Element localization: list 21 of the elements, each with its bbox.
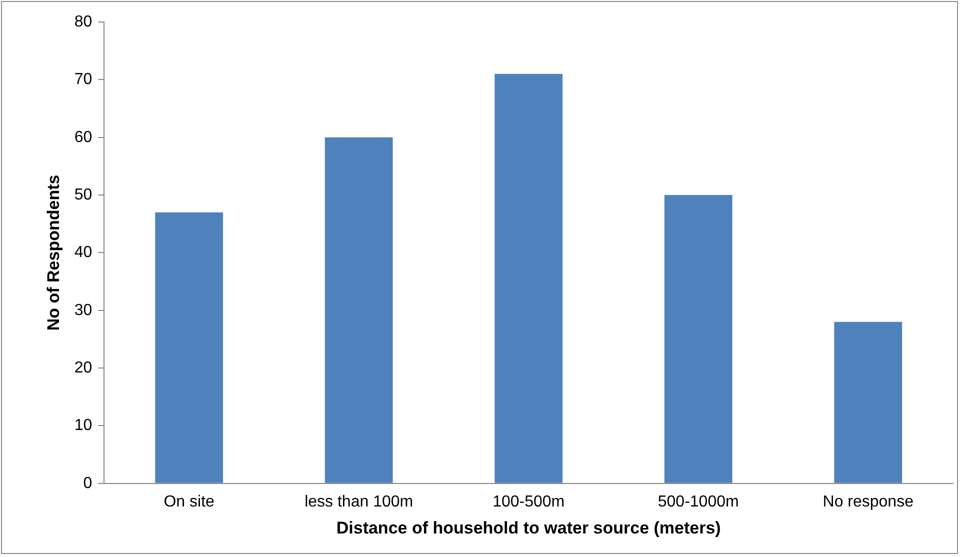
y-tick-label: 30 <box>74 302 92 319</box>
y-tick-label: 50 <box>74 186 92 204</box>
y-tick-label: 80 <box>74 13 92 30</box>
x-tick-label: 500-1000m <box>658 493 739 510</box>
bar <box>664 195 732 483</box>
x-axis-title: Distance of household to water source (meters) <box>336 518 721 538</box>
y-tick-label: 10 <box>74 417 92 434</box>
y-tick-label: 40 <box>74 244 92 262</box>
y-axis-title: No of Respondents <box>44 174 63 331</box>
bar <box>155 212 224 483</box>
y-tick-label: 70 <box>74 71 92 88</box>
y-tick-label: 0 <box>83 474 92 492</box>
bar <box>324 137 393 483</box>
x-tick-label: No response <box>822 493 914 510</box>
x-tick-label: On site <box>164 493 215 510</box>
x-tick-label: less than 100m <box>304 493 414 510</box>
x-tick-label: 100-500m <box>492 493 565 510</box>
bar <box>494 74 563 483</box>
y-tick-label: 20 <box>74 359 92 376</box>
bar <box>834 322 902 483</box>
y-tick-label: 60 <box>74 128 92 146</box>
